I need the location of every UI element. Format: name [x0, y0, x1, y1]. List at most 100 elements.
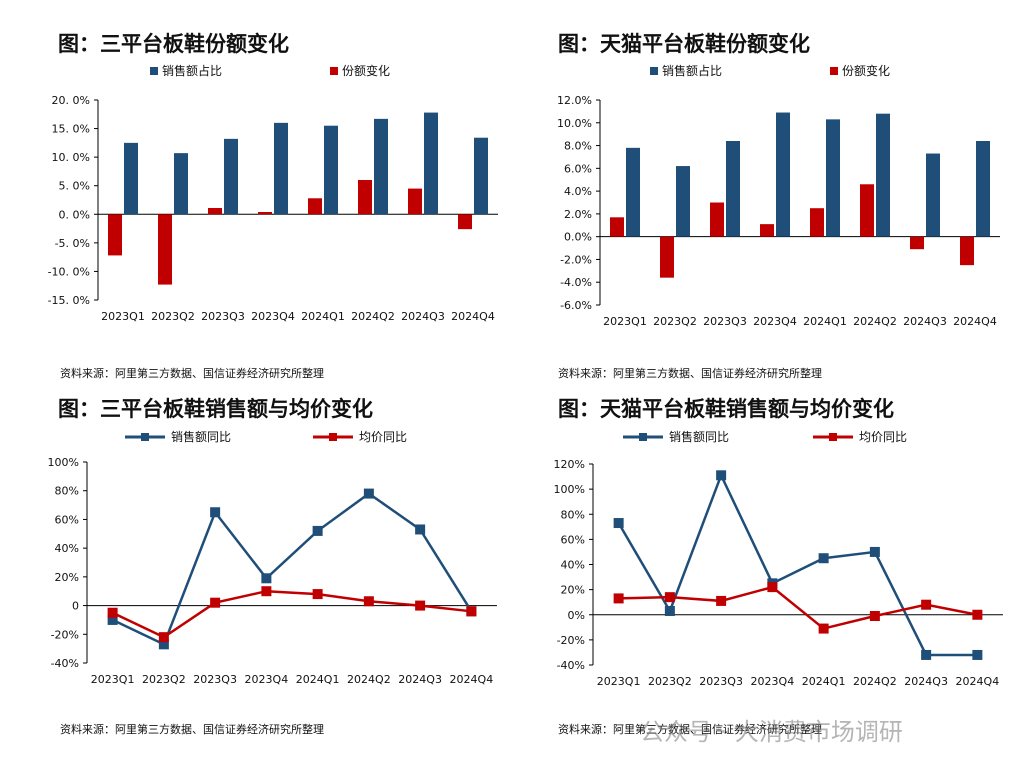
chart4-xtick-label-5: 2024Q1	[802, 675, 846, 688]
chart1-ytick-label-1: 20. 0%	[52, 94, 90, 107]
chart3-xtick-label-3: 2023Q3	[193, 673, 237, 686]
chart3-point-2-5	[312, 589, 323, 600]
chart3-legend-marker-1	[141, 433, 149, 441]
chart2-bar-share-8	[976, 141, 990, 237]
chart2-bar-change-5	[810, 208, 824, 237]
chart1-ytick-label-6: -5. 0%	[55, 237, 90, 250]
chart4-ytick-label-7: 0%	[568, 609, 585, 622]
chart3-xtick-label-8: 2024Q4	[450, 673, 494, 686]
chart1-bar-share-3	[224, 138, 238, 215]
chart2-legend-label-2: 份额变化	[842, 63, 890, 78]
chart2-xtick-label-6: 2024Q2	[853, 315, 897, 328]
chart2-bar-change-3	[710, 202, 724, 237]
chart3-point-2-7	[415, 600, 426, 611]
chart2-ytick-label-3: 8.0%	[564, 140, 592, 153]
chart2-ytick-label-2: 10.0%	[557, 117, 592, 130]
chart1-bar-change-7	[408, 188, 422, 215]
chart1-svg: 销售额占比 份额变化 20. 0% 15. 0% 10. 0% 5. 0% 0. 0% -5.…	[48, 63, 498, 323]
chart3-legend-marker-2	[329, 433, 337, 441]
chart1-title: 图：三平台板鞋份额变化	[58, 32, 289, 56]
chart1-bar-change-2	[158, 214, 172, 285]
chart4-ytick-label-1: 120%	[554, 458, 585, 471]
chart4-point-2-1	[613, 593, 624, 604]
chart1-ytick-label-8: -15. 0%	[48, 294, 90, 307]
chart2-xtick-label-4: 2023Q4	[753, 315, 797, 328]
chart2-bar-share-7	[926, 153, 940, 237]
chart2-xtick-label-1: 2023Q1	[603, 315, 647, 328]
chart1-bar-share-4	[274, 122, 288, 215]
chart3-point-1-7	[415, 524, 426, 535]
chart1-xtick-label-8: 2024Q4	[451, 310, 495, 323]
chart1-ytick-label-7: -10. 0%	[48, 265, 90, 278]
chart4-title: 图：天猫平台板鞋销售额与均价变化	[558, 397, 894, 421]
chart1-bar-change-4	[258, 212, 272, 215]
chart4-point-1-6	[869, 546, 880, 557]
chart3-source: 资料来源：阿里第三方数据、国信证券经济研究所整理	[60, 723, 324, 736]
chart3-point-2-1	[107, 607, 118, 618]
chart2-bar-share-1	[626, 147, 640, 237]
chart2-legend-swatch-2	[830, 67, 838, 75]
chart3-ytick-label-4: 40%	[55, 542, 79, 555]
chart4-source: 资料来源：阿里第三方数据、国信证券经济研究所整理	[558, 723, 822, 736]
chart1-legend-swatch-2	[330, 67, 338, 75]
chart3-point-2-8	[466, 606, 477, 617]
chart4-svg: 销售额同比 均价同比 120% 100% 80% 60% 40% 20% 0% -20% -40% 2…	[554, 429, 1003, 688]
chart4-point-1-2	[664, 605, 675, 616]
chart1-xtick-label-4: 2023Q4	[251, 310, 295, 323]
chart4-ytick-label-5: 40%	[561, 559, 585, 572]
chart2-ytick-label-6: 2.0%	[564, 208, 592, 221]
chart3-ytick-label-7: -20%	[51, 628, 79, 641]
chart2-ytick-label-5: 4.0%	[564, 185, 592, 198]
chart1-bar-share-2	[174, 153, 188, 215]
chart1-legend-label-1: 销售额占比	[162, 63, 222, 78]
chart2-bar-change-2	[660, 236, 674, 278]
chart3-point-2-6	[363, 596, 374, 607]
chart1-legend-swatch-1	[150, 67, 158, 75]
chart1-xtick-label-6: 2024Q2	[351, 310, 395, 323]
chart2-bar-change-1	[610, 217, 624, 237]
chart1-bar-change-1	[108, 214, 122, 256]
chart4-ytick-label-9: -40%	[557, 659, 585, 672]
chart4-ytick-label-4: 60%	[561, 533, 585, 546]
chart3-point-1-6	[363, 488, 374, 499]
chart4-ytick-label-8: -20%	[557, 634, 585, 647]
chart1-ytick-label-4: 5. 0%	[59, 180, 90, 193]
chart4-xtick-label-3: 2023Q3	[699, 675, 743, 688]
chart3-svg: 销售额同比 均价同比 100% 80% 60% 40% 20% 0 -20% -40% 2023Q1…	[48, 429, 497, 686]
chart4-line-1	[617, 472, 978, 657]
chart3-xtick-label-7: 2024Q3	[398, 673, 442, 686]
chart3-point-1-5	[312, 525, 323, 536]
chart3-point-2-4	[261, 586, 272, 597]
chart3-point-2-2	[158, 632, 169, 643]
chart3-ytick-label-5: 20%	[55, 571, 79, 584]
chart3-line-1	[112, 492, 473, 647]
chart2-xtick-label-7: 2024Q3	[903, 315, 947, 328]
chart3-xtick-label-5: 2024Q1	[296, 673, 340, 686]
chart2-ytick-label-4: 6.0%	[564, 162, 592, 175]
chart3-line-2	[112, 589, 472, 639]
chart4-point-2-2	[664, 592, 675, 603]
chart1-bar-share-1	[124, 142, 138, 215]
chart2-bar-change-4	[760, 224, 774, 237]
chart4-point-1-3	[716, 470, 727, 481]
chart3-xtick-label-4: 2023Q4	[245, 673, 289, 686]
chart2-legend-label-1: 销售额占比	[662, 63, 722, 78]
chart3-xtick-label-2: 2023Q2	[142, 673, 186, 686]
chart2-ytick-label-9: -4.0%	[560, 276, 592, 289]
chart4-point-2-6	[869, 611, 880, 622]
chart2-bar-share-3	[726, 141, 740, 237]
chart2-xtick-label-3: 2023Q3	[703, 315, 747, 328]
chart2-ytick-label-10: -6.0%	[560, 299, 592, 312]
chart3-point-1-3	[210, 507, 221, 518]
chart1-bar-share-7	[424, 112, 438, 215]
chart4-xtick-label-6: 2024Q2	[853, 675, 897, 688]
chart1-bar-change-5	[308, 198, 322, 215]
chart1-xtick-label-3: 2023Q3	[201, 310, 245, 323]
chart2-title: 图：天猫平台板鞋份额变化	[558, 32, 810, 56]
chart1-xtick-label-7: 2024Q3	[401, 310, 445, 323]
chart4-line-2	[618, 585, 978, 630]
chart2-bar-change-7	[910, 236, 924, 250]
chart1-bar-change-6	[358, 180, 372, 215]
chart1-bar-share-5	[324, 125, 338, 215]
chart3-ytick-label-1: 100%	[48, 456, 79, 469]
